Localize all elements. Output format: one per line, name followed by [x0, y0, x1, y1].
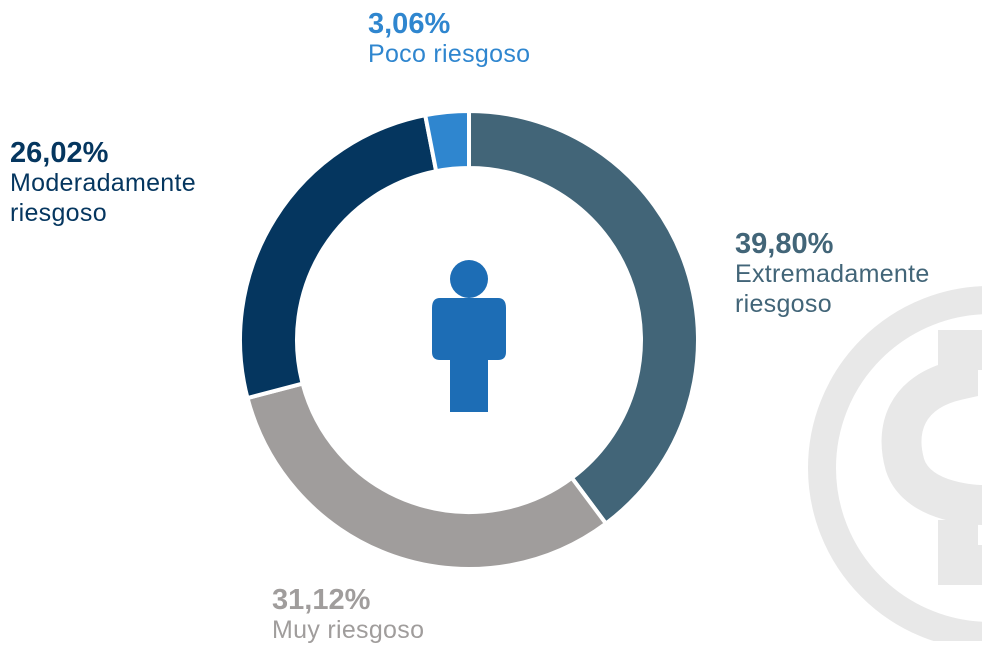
segment-label: 3,06% Poco riesgoso	[368, 10, 668, 69]
donut-segment	[422, 108, 471, 174]
person-icon	[432, 260, 506, 412]
segment-label: 39,80% Extremadamente riesgoso	[735, 230, 980, 319]
donut-segment	[467, 108, 700, 527]
segment-percent: 31,12%	[272, 584, 371, 616]
segment-percent: 3,06%	[368, 8, 451, 40]
segment-name: Moderadamente riesgoso	[10, 169, 196, 227]
segment-name: Extremadamente riesgoso	[735, 260, 930, 318]
watermark-dollar	[881, 330, 982, 585]
segment-name: Poco riesgoso	[368, 40, 531, 68]
watermark	[808, 286, 982, 641]
donut-segment	[238, 112, 439, 401]
person-head	[450, 260, 488, 298]
segment-percent: 26,02%	[10, 137, 109, 169]
donut-segment	[245, 381, 609, 571]
segment-percent: 39,80%	[735, 228, 834, 260]
person-body	[432, 298, 506, 412]
segment-name: Muy riesgoso	[272, 616, 425, 644]
segment-label: 26,02% Moderadamente riesgoso	[10, 139, 250, 228]
watermark-ring	[808, 286, 982, 641]
segment-label: 31,12% Muy riesgoso	[272, 586, 572, 645]
